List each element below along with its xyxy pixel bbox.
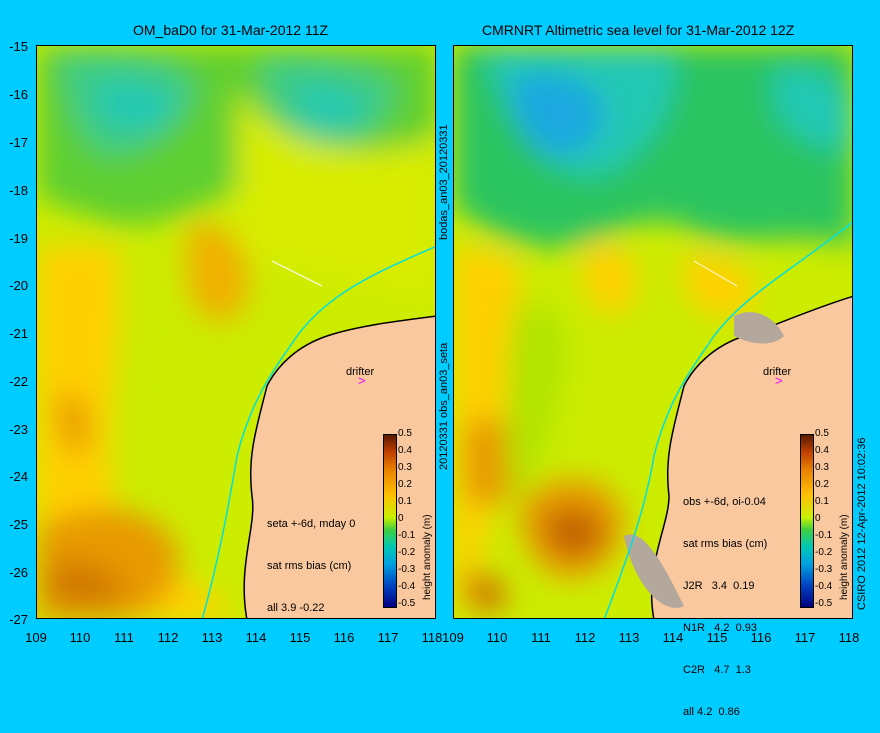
colorbar-tick: -0.2 xyxy=(815,547,833,558)
right-stats-line: obs +-6d, oi-0.04 xyxy=(683,496,766,508)
x-tick-label: 110 xyxy=(486,630,508,645)
left-colorbar-label: height anomaly (m) xyxy=(422,514,433,600)
y-tick-label: -27 xyxy=(9,612,28,627)
colorbar-tick: 0.5 xyxy=(398,428,412,439)
x-tick-label: 114 xyxy=(245,630,267,645)
colorbar-tick: -0.3 xyxy=(815,564,833,575)
right-colorbar-label: height anomaly (m) xyxy=(839,514,850,600)
right-drifter-label: drifter xyxy=(763,366,792,378)
colorbar-tick: -0.5 xyxy=(398,598,416,609)
colorbar-tick: 0.3 xyxy=(398,462,412,473)
right-stats-line: sat rms bias (cm) xyxy=(683,538,768,550)
y-tick-label: -15 xyxy=(9,39,28,54)
y-tick-label: -22 xyxy=(9,374,28,389)
y-tick-label: -23 xyxy=(9,422,28,437)
left-stats-line: seta +-6d, mday 0 xyxy=(267,518,356,530)
left-stats: seta +-6d, mday 0 sat rms bias (cm) all … xyxy=(267,489,355,629)
colorbar-tick: 0.2 xyxy=(815,479,829,490)
colorbar-tick: -0.3 xyxy=(398,564,416,575)
x-tick-label: 109 xyxy=(442,630,464,645)
left-map-panel xyxy=(36,45,436,619)
colorbar-tick: 0.2 xyxy=(398,479,412,490)
x-tick-label: 112 xyxy=(574,630,596,645)
colorbar-tick: 0 xyxy=(815,513,821,524)
x-tick-label: 117 xyxy=(794,630,816,645)
right-stats-line: J2R 3.4 0.19 xyxy=(683,580,755,592)
x-tick-label: 112 xyxy=(157,630,179,645)
x-tick-label: 115 xyxy=(289,630,311,645)
x-tick-label: 114 xyxy=(662,630,684,645)
colorbar-tick: -0.1 xyxy=(398,530,416,541)
right-stats-line: C2R 4.7 1.3 xyxy=(683,664,751,676)
colorbar-tick: 0.5 xyxy=(815,428,829,439)
colorbar-tick: -0.1 xyxy=(815,530,833,541)
y-tick-label: -24 xyxy=(9,469,28,484)
colorbar-tick: -0.2 xyxy=(398,547,416,558)
left-stats-line: sat rms bias (cm) xyxy=(267,560,352,572)
right-map xyxy=(454,46,852,618)
x-tick-label: 116 xyxy=(333,630,355,645)
y-tick-label: -25 xyxy=(9,517,28,532)
x-tick-label: 117 xyxy=(377,630,399,645)
colorbar-tick: -0.4 xyxy=(815,581,833,592)
x-tick-label: 111 xyxy=(114,630,134,645)
y-tick-label: -17 xyxy=(9,135,28,150)
x-tick-label: 118 xyxy=(421,630,443,645)
left-top-side-text: bodas_an03_20120331 xyxy=(438,124,450,240)
y-tick-label: -26 xyxy=(9,565,28,580)
right-panel-title: CMRNRT Altimetric sea level for 31-Mar-2… xyxy=(482,22,795,38)
y-tick-label: -16 xyxy=(9,87,28,102)
left-drifter-label: drifter xyxy=(346,366,375,378)
right-stats: obs +-6d, oi-0.04 sat rms bias (cm) J2R … xyxy=(683,467,767,733)
colorbar-tick: 0.1 xyxy=(398,496,412,507)
colorbar-tick: -0.5 xyxy=(815,598,833,609)
x-tick-label: 110 xyxy=(69,630,91,645)
right-map-panel xyxy=(453,45,853,619)
x-tick-label: 113 xyxy=(201,630,223,645)
colorbar-tick: 0 xyxy=(398,513,404,524)
y-tick-label: -19 xyxy=(9,231,28,246)
y-tick-label: -21 xyxy=(9,326,28,341)
right-side-text: CSIRO 2012 12-Apr-2012 10:02:36 xyxy=(856,437,868,610)
x-tick-label: 116 xyxy=(750,630,772,645)
y-tick-label: -18 xyxy=(9,183,28,198)
x-tick-label: 109 xyxy=(25,630,47,645)
x-tick-label: 118 xyxy=(838,630,860,645)
x-tick-label: 113 xyxy=(618,630,640,645)
right-drifter-marker: > xyxy=(775,373,783,388)
left-colorbar xyxy=(383,434,397,608)
colorbar-tick: 0.1 xyxy=(815,496,829,507)
left-stats-line: all 3.9 -0.22 xyxy=(267,602,325,614)
x-tick-label: 115 xyxy=(706,630,728,645)
left-bottom-side-text: 20120331 obs_an03_seta xyxy=(438,342,450,470)
right-stats-line: N1R 4.2 0.93 xyxy=(683,622,757,634)
x-tick-label: 111 xyxy=(531,630,551,645)
colorbar-tick: 0.4 xyxy=(815,445,829,456)
left-drifter-marker: > xyxy=(358,373,366,388)
right-colorbar xyxy=(800,434,814,608)
right-stats-line: all 4.2 0.86 xyxy=(683,706,740,718)
y-tick-label: -20 xyxy=(9,278,28,293)
left-map xyxy=(37,46,435,618)
colorbar-tick: -0.4 xyxy=(398,581,416,592)
left-panel-title: OM_baD0 for 31-Mar-2012 11Z xyxy=(133,22,329,38)
colorbar-tick: 0.4 xyxy=(398,445,412,456)
colorbar-tick: 0.3 xyxy=(815,462,829,473)
